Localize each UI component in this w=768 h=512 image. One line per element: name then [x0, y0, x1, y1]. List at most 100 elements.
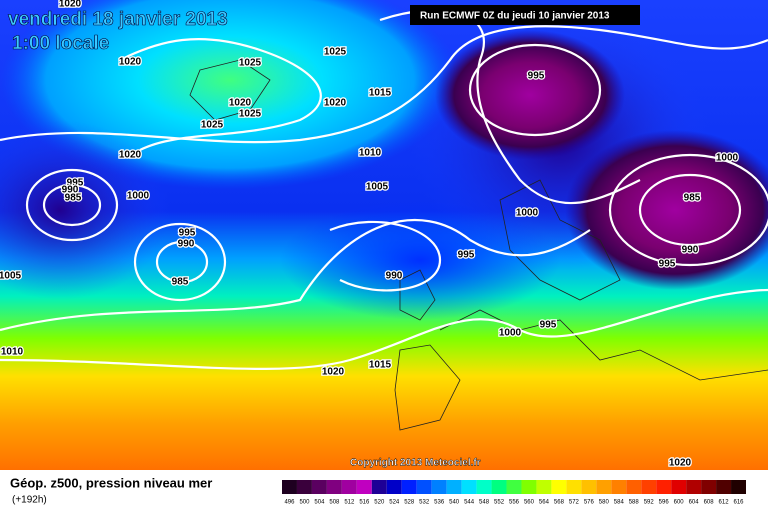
isobar-label: 985: [684, 193, 701, 204]
scale-label: 508: [329, 500, 340, 506]
scale-label: 544: [464, 500, 475, 506]
scale-swatch: [461, 480, 477, 494]
scale-swatch: [476, 480, 492, 494]
isobar-label: 995: [540, 320, 557, 331]
scale-label: 540: [449, 500, 460, 506]
scale-label: 548: [479, 500, 490, 506]
scale-label: 528: [404, 500, 415, 506]
scale-swatch: [341, 480, 357, 494]
run-box: [410, 5, 640, 25]
scale-swatch: [416, 480, 432, 494]
isobar-label: 1025: [239, 109, 262, 120]
copyright: Copyright 2013 Meteociel.fr: [350, 458, 481, 469]
scale-swatch: [521, 480, 537, 494]
isobar-label: 990: [386, 271, 403, 282]
scale-swatch: [311, 480, 327, 494]
scale-swatch: [401, 480, 417, 494]
scale-label: 600: [674, 500, 685, 506]
scale-label: 560: [524, 500, 535, 506]
forecast-date: vendredi 18 janvier 2013: [8, 9, 228, 30]
trough: [0, 120, 170, 300]
isobar-label: 1000: [127, 191, 150, 202]
scale-label: 512: [344, 500, 355, 506]
isobar-label: 990: [178, 239, 195, 250]
scale-swatch: [656, 480, 672, 494]
scale-label: 612: [719, 500, 730, 506]
low-core: [435, 30, 625, 160]
scale-label: 504: [314, 500, 325, 506]
scale-swatch: [626, 480, 642, 494]
isobar-label: 995: [528, 71, 545, 82]
scale-swatch: [686, 480, 702, 494]
scale-swatch: [386, 480, 402, 494]
scale-label: 616: [734, 500, 745, 506]
scale-label: 572: [569, 500, 580, 506]
isobar-label: 995: [659, 259, 676, 270]
scale-label: 596: [659, 500, 670, 506]
scale-swatch: [596, 480, 612, 494]
scale-swatch: [536, 480, 552, 494]
isobar-label: 1020: [119, 57, 142, 68]
scale-label: 580: [599, 500, 610, 506]
isobar-label: 1020: [324, 98, 347, 109]
scale-swatch: [371, 480, 387, 494]
scale-label: 516: [359, 500, 370, 506]
isobar-label: 1020: [669, 458, 692, 469]
scale-label: 536: [434, 500, 445, 506]
scale-swatch: [282, 480, 297, 494]
isobar-label: 1025: [324, 47, 347, 58]
scale-swatch: [551, 480, 567, 494]
scale-label: 564: [539, 500, 550, 506]
scale-label: 496: [284, 500, 295, 506]
isobar-label: 1025: [239, 58, 262, 69]
scale-swatch: [731, 480, 746, 494]
scale-label: 524: [389, 500, 400, 506]
map-title: Géop. z500, pression niveau mer: [10, 475, 212, 490]
scale-swatch: [566, 480, 582, 494]
scale-swatch: [296, 480, 312, 494]
scale-swatch: [641, 480, 657, 494]
isobar-label: 985: [172, 277, 189, 288]
scale-label: 604: [689, 500, 700, 506]
isobar-label: 1000: [716, 153, 739, 164]
isobar-label: 1000: [516, 208, 539, 219]
isobar-label: 1005: [0, 271, 22, 282]
isobar-label: 1005: [366, 182, 389, 193]
scale-label: 584: [614, 500, 625, 506]
isobar-label: 1025: [201, 120, 224, 131]
isobar-label: 1020: [119, 150, 142, 161]
scale-label: 552: [494, 500, 505, 506]
scale-swatch: [506, 480, 522, 494]
scale-swatch: [491, 480, 507, 494]
scale-swatch: [611, 480, 627, 494]
isobar-label: 995: [179, 228, 196, 239]
scale-label: 576: [584, 500, 595, 506]
isobar-label: 990: [682, 245, 699, 256]
scale-swatch: [716, 480, 732, 494]
scale-label: 532: [419, 500, 430, 506]
isobar-label: 1010: [1, 347, 24, 358]
coastlines: [189, 59, 768, 431]
isobar-label: 1020: [229, 98, 252, 109]
isobar-label: 1020: [59, 0, 82, 10]
scale-label: 592: [644, 500, 655, 506]
lead-time: (+192h): [12, 495, 47, 506]
scale-swatch: [701, 480, 717, 494]
scale-swatch: [326, 480, 342, 494]
forecast-time: 1:00 locale: [12, 33, 109, 54]
scale-label: 568: [554, 500, 565, 506]
scale-swatch: [356, 480, 372, 494]
isobar-label: 1015: [369, 360, 392, 371]
scale-label: 500: [299, 500, 310, 506]
scale-label: 608: [704, 500, 715, 506]
isobar-label: 1010: [359, 148, 382, 159]
isobar-label: 995: [458, 250, 475, 261]
isobar-label: 990: [62, 185, 79, 196]
scale-swatch: [581, 480, 597, 494]
isobar-label: 995: [67, 178, 84, 189]
scale-label: 556: [509, 500, 520, 506]
isobar-label: 1020: [322, 367, 345, 378]
run-info: Run ECMWF 0Z du jeudi 10 janvier 2013: [420, 11, 610, 22]
